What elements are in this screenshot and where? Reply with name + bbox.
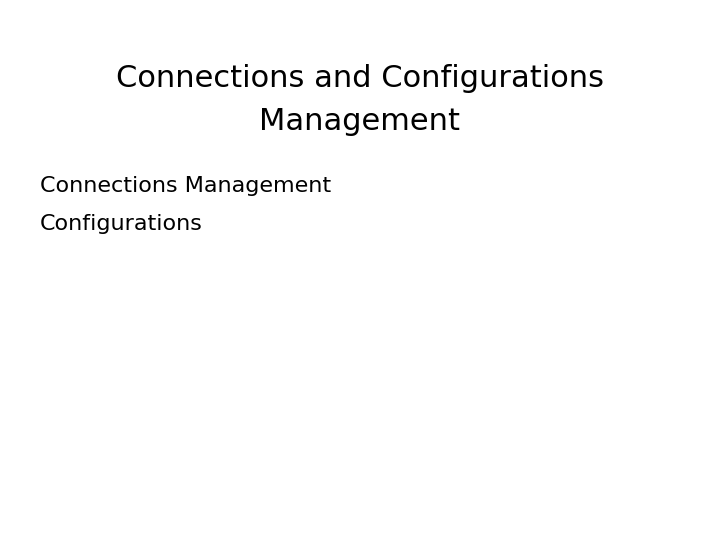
Text: Connections Management: Connections Management: [40, 176, 330, 197]
Text: Management: Management: [259, 107, 461, 136]
Text: Connections and Configurations: Connections and Configurations: [116, 64, 604, 93]
Text: Configurations: Configurations: [40, 214, 202, 234]
